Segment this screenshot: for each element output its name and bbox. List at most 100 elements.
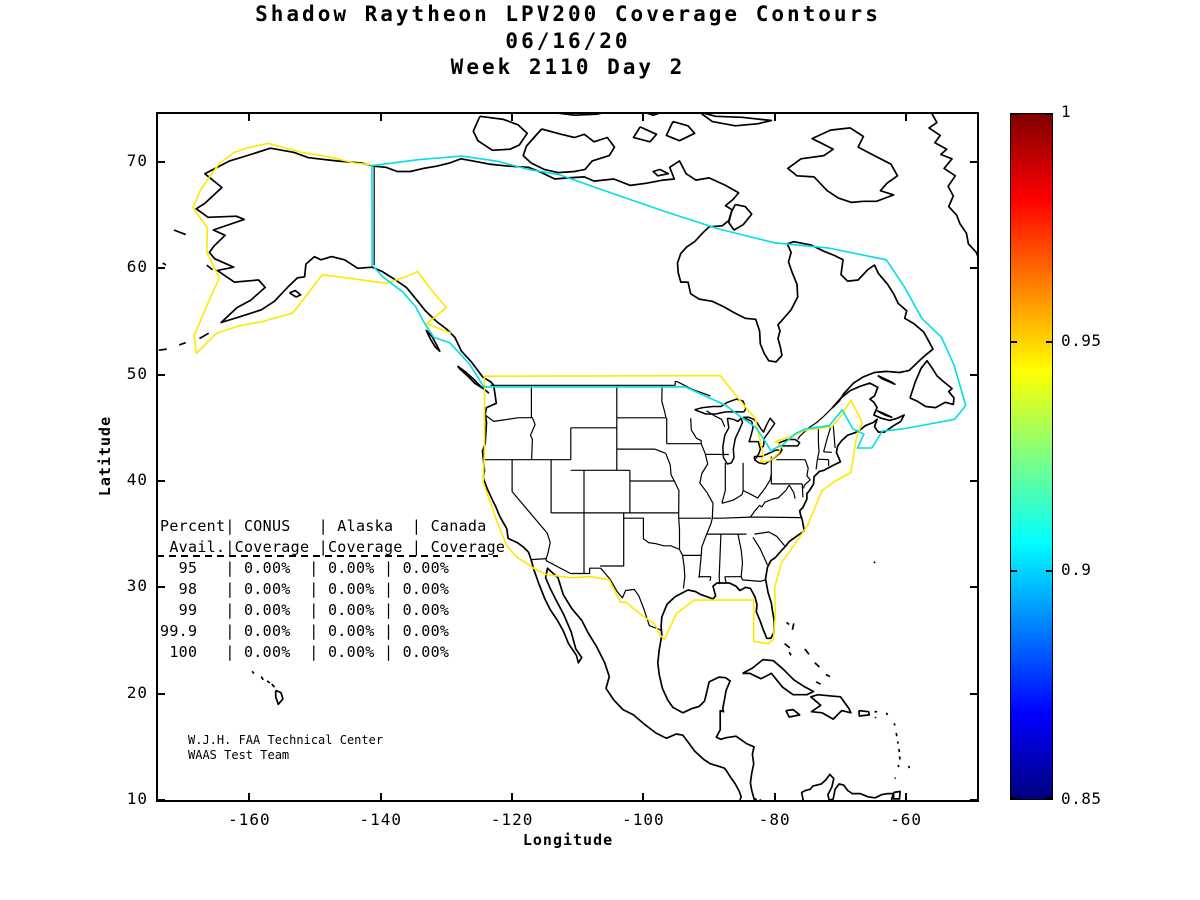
coastline — [804, 648, 810, 655]
coastline — [898, 756, 901, 760]
state-borders — [511, 459, 548, 534]
chart-title: Shadow Raytheon LPV200 Coverage Contours — [255, 2, 881, 26]
coastline — [727, 203, 753, 231]
state-borders — [698, 443, 714, 579]
state-borders — [529, 417, 536, 460]
coastline — [199, 332, 210, 340]
y-tick-label: 20 — [126, 682, 148, 702]
coastline — [785, 708, 801, 718]
coastline — [632, 126, 658, 143]
state-borders — [712, 516, 803, 519]
state-borders — [803, 459, 811, 489]
y-tick-label: 10 — [126, 788, 148, 808]
x-tick-mark — [248, 793, 251, 800]
coastline — [895, 732, 898, 737]
state-borders — [832, 424, 836, 449]
coastline — [894, 777, 897, 780]
contour-0.95 — [192, 142, 452, 355]
x-tick-mark — [642, 793, 645, 800]
state-borders — [623, 517, 680, 551]
coastline — [896, 741, 900, 744]
coastline — [652, 168, 670, 177]
coastline — [251, 670, 255, 674]
state-borders — [678, 512, 681, 550]
y-tick-label: 50 — [126, 363, 148, 383]
coastline — [665, 120, 696, 142]
colorbar-tick-mark-right — [1046, 341, 1053, 343]
coastline — [742, 658, 815, 696]
y-tick-mark — [158, 267, 165, 270]
x-tick-label: -80 — [758, 810, 791, 829]
colorbar-tick-mark — [1010, 341, 1017, 343]
x-tick-label: -100 — [622, 810, 665, 829]
coastline — [809, 693, 852, 720]
state-borders — [749, 504, 763, 518]
coastline — [700, 114, 773, 127]
y-tick-mark — [158, 798, 165, 801]
state-borders — [600, 512, 625, 567]
state-borders — [530, 385, 533, 419]
x-tick-label: -160 — [228, 810, 271, 829]
state-borders — [801, 483, 804, 498]
state-borders — [823, 427, 832, 453]
coastline — [266, 680, 271, 684]
state-borders — [718, 534, 722, 585]
coastline — [178, 341, 186, 346]
y-tick-mark-right — [970, 692, 977, 695]
state-borders — [788, 484, 796, 499]
coastline — [893, 723, 896, 726]
x-tick-mark-top — [905, 114, 908, 121]
state-borders — [742, 474, 772, 499]
state-borders — [737, 533, 744, 577]
x-tick-label: -60 — [890, 810, 922, 829]
coastline — [857, 709, 871, 717]
state-borders — [531, 558, 663, 632]
x-axis-label: Longitude — [522, 831, 614, 849]
map-svg — [158, 114, 977, 800]
lakes — [753, 449, 783, 465]
coastline — [815, 681, 822, 685]
coastline — [260, 676, 264, 681]
state-borders — [706, 410, 726, 427]
coastline — [558, 114, 602, 117]
coastline — [271, 683, 276, 688]
coastline — [907, 765, 911, 769]
colorbar-tick-mark — [1010, 570, 1017, 572]
colorbar-tick-mark — [1010, 797, 1017, 799]
coastline — [877, 374, 896, 386]
x-tick-label: -140 — [359, 810, 403, 829]
state-borders — [721, 462, 726, 504]
y-tick-label: 30 — [126, 576, 148, 596]
coastline — [788, 651, 792, 656]
y-tick-mark-right — [970, 267, 977, 270]
coastline — [814, 662, 820, 668]
state-borders — [673, 480, 680, 513]
coastline — [897, 764, 900, 768]
lakes — [753, 448, 762, 461]
y-tick-mark-right — [970, 586, 977, 589]
colorbar-tick-mark-right — [1046, 570, 1053, 572]
y-tick-mark — [158, 479, 165, 482]
y-tick-mark-right — [970, 160, 977, 163]
coastline — [274, 689, 284, 706]
colorbar-tick-label: 0.85 — [1061, 789, 1102, 808]
coastline — [791, 623, 795, 630]
y-tick-mark — [158, 586, 165, 589]
stats-table-header: Percent| CONUS | Alaska | Canada Avail.|… — [160, 517, 506, 556]
state-borders — [674, 380, 711, 397]
coastline — [206, 264, 213, 271]
colorbar-tick-label: 0.9 — [1061, 560, 1092, 579]
state-borders — [678, 549, 686, 589]
lakes — [742, 416, 776, 450]
coastline — [162, 262, 167, 266]
lakes — [722, 417, 744, 465]
credit-text: W.J.H. FAA Technical Center WAAS Test Te… — [188, 733, 383, 763]
x-tick-mark-top — [248, 114, 251, 121]
coastline — [928, 114, 977, 257]
colorbar-tick-label: 0.95 — [1061, 331, 1102, 350]
x-tick-mark-top — [379, 114, 382, 121]
credit-line-2: WAAS Test Team — [188, 748, 290, 762]
colorbar — [1010, 113, 1053, 800]
coastline — [289, 289, 302, 298]
